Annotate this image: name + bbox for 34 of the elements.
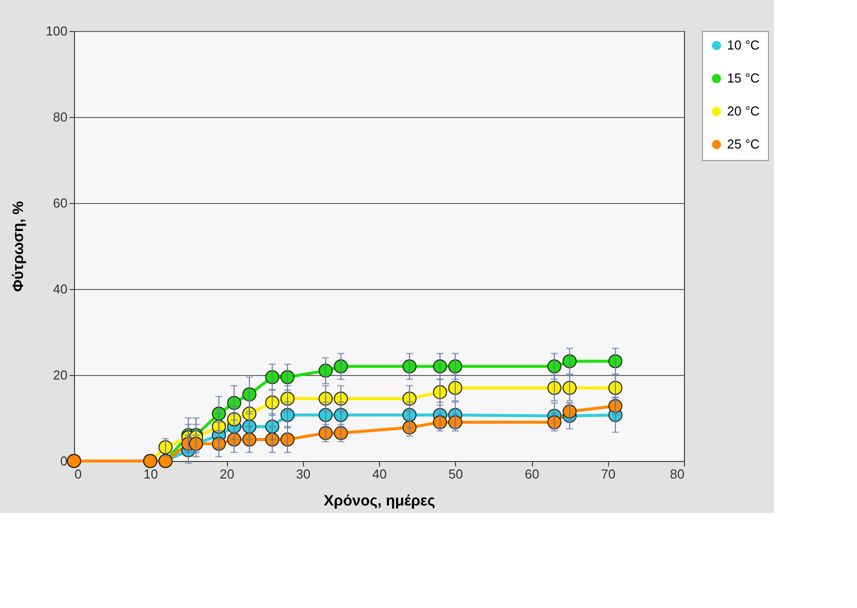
y-tick-label: 100 [46,24,68,38]
point [547,380,562,395]
point [562,354,577,368]
legend-label: 15 °C [727,70,760,86]
y-tick-label: 60 [53,196,68,210]
point [562,404,577,419]
y-tick-label: 0 [60,454,68,468]
point [562,380,577,395]
x-tick-label: 70 [601,466,616,482]
x-tick-label: 60 [524,466,540,482]
legend-label: 10 °C [727,38,760,52]
y-tick-label: 80 [53,110,68,124]
point [448,359,462,374]
x-tick-label: 40 [372,466,387,482]
point [334,359,348,374]
point [608,380,622,395]
point [318,364,333,378]
legend-label: 25 °C [727,136,760,152]
x-tick-label: 10 [144,466,158,482]
point [265,396,280,410]
point [547,359,562,374]
x-tick-label: 50 [448,466,463,482]
point [608,354,622,368]
y-tick-label: 40 [53,282,68,296]
point [265,370,280,384]
x-tick-label: 0 [74,466,82,482]
x-tick-label: 30 [296,466,310,482]
x-axis-title: Χρόνος, ημέρες [324,492,436,510]
legend-label: 20 °C [727,104,760,118]
y-axis-title: Φύτρωση, % [10,201,27,292]
x-tick-label: 80 [670,466,684,482]
x-tick-label: 20 [220,466,234,482]
y-tick-label: 20 [53,368,68,382]
point [448,380,462,395]
